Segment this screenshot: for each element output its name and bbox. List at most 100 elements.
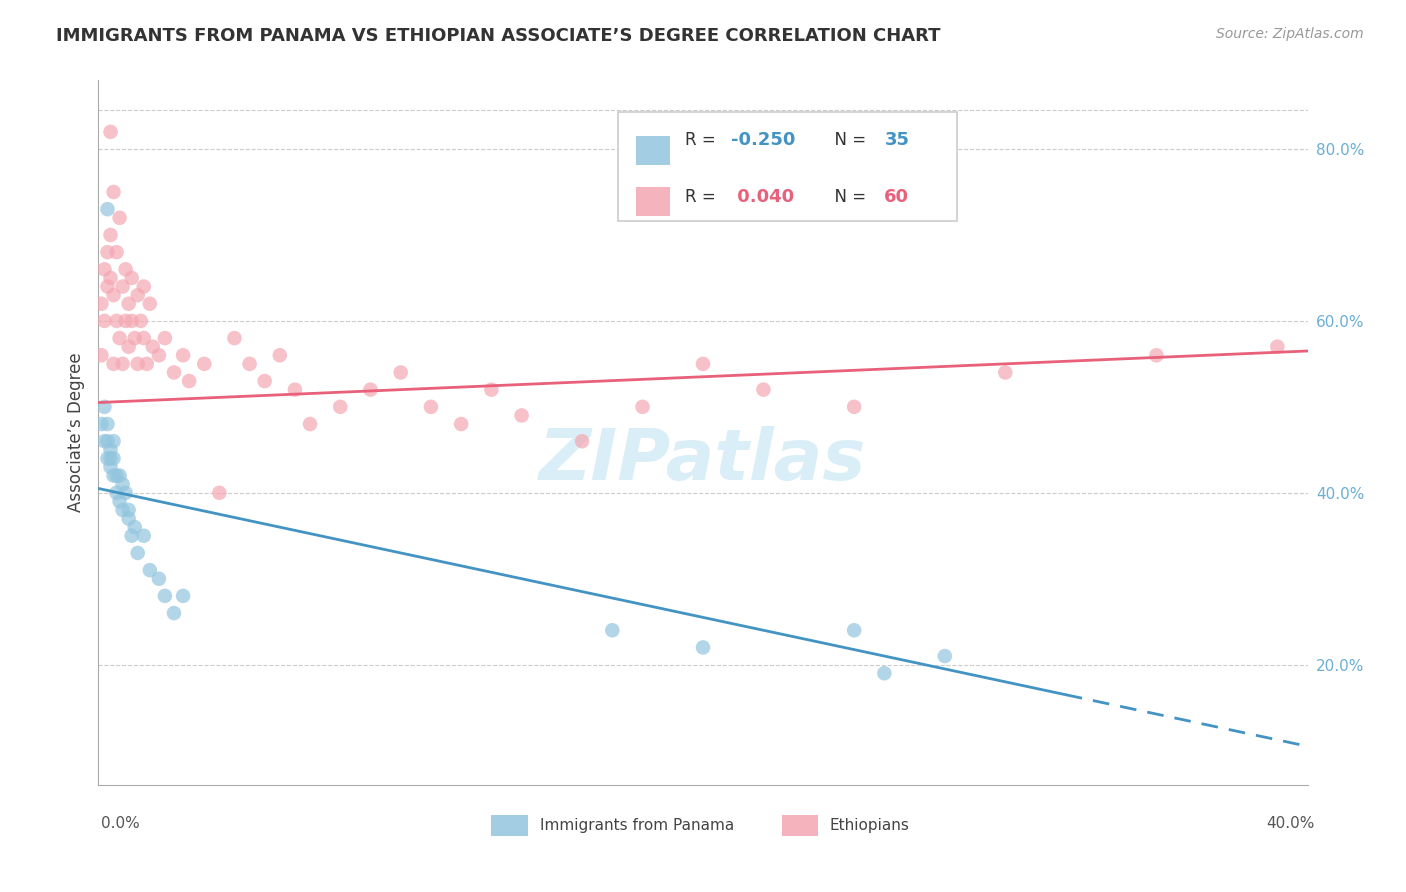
Point (100, 227, 122, 242)
Point (103, 185, 125, 199)
Point (124, 331, 146, 345)
Point (103, 468, 125, 483)
Point (1144, 348, 1167, 362)
Point (132, 331, 155, 345)
Point (360, 383, 382, 397)
Point (135, 357, 157, 371)
Point (118, 296, 141, 310)
Point (127, 357, 149, 371)
Point (118, 340, 141, 354)
Point (105, 314, 128, 328)
Point (105, 485, 128, 500)
Text: Immigrants from Panama: Immigrants from Panama (540, 818, 734, 833)
Point (844, 400, 866, 414)
Point (108, 468, 131, 483)
Point (148, 348, 170, 362)
Point (114, 314, 136, 328)
Point (111, 279, 134, 293)
Point (239, 357, 262, 371)
FancyBboxPatch shape (637, 186, 671, 216)
Point (127, 288, 149, 302)
Text: R =: R = (685, 187, 721, 205)
Point (420, 400, 443, 414)
FancyBboxPatch shape (492, 815, 527, 837)
Point (121, 271, 143, 285)
Point (118, 511, 141, 525)
Point (142, 340, 165, 354)
Text: 0.0%: 0.0% (101, 816, 141, 831)
Point (96, 434, 118, 449)
Point (111, 503, 134, 517)
Point (571, 434, 593, 449)
Point (253, 374, 276, 388)
Point (121, 529, 143, 543)
FancyBboxPatch shape (637, 136, 671, 165)
Point (934, 648, 956, 663)
Point (208, 485, 231, 500)
Point (103, 288, 125, 302)
Point (172, 589, 194, 603)
Text: N =: N = (824, 187, 872, 205)
Point (105, 245, 128, 260)
Point (1267, 340, 1289, 354)
Point (510, 409, 533, 423)
Text: ZIPatlas: ZIPatlas (540, 426, 866, 495)
Point (100, 442, 122, 457)
Point (96, 417, 118, 431)
Text: IMMIGRANTS FROM PANAMA VS ETHIOPIAN ASSOCIATE’S DEGREE CORRELATION CHART: IMMIGRANTS FROM PANAMA VS ETHIOPIAN ASSO… (56, 27, 941, 45)
Point (179, 374, 201, 388)
Point (752, 383, 775, 397)
Point (103, 434, 125, 449)
Point (108, 494, 131, 508)
Point (114, 262, 136, 277)
Point (139, 563, 162, 577)
Point (873, 666, 896, 681)
Point (602, 624, 624, 638)
Point (139, 296, 162, 310)
Point (118, 503, 141, 517)
Point (692, 357, 714, 371)
Point (96, 279, 118, 293)
Text: Source: ZipAtlas.com: Source: ZipAtlas.com (1216, 27, 1364, 41)
Point (96, 451, 118, 466)
Point (121, 314, 143, 328)
Text: 40.0%: 40.0% (1267, 816, 1315, 831)
Point (193, 357, 215, 371)
Text: Ethiopians: Ethiopians (830, 818, 910, 833)
Text: 0.040: 0.040 (731, 187, 794, 205)
Point (994, 366, 1017, 380)
Point (153, 589, 176, 603)
Point (389, 366, 412, 380)
Text: 60: 60 (884, 187, 910, 205)
Point (103, 451, 125, 466)
Point (153, 331, 176, 345)
Point (127, 546, 149, 560)
Point (96, 202, 118, 217)
Point (90, 417, 112, 431)
Point (224, 331, 246, 345)
Point (481, 383, 503, 397)
Point (108, 331, 131, 345)
Point (100, 460, 122, 475)
Point (114, 485, 136, 500)
Point (163, 606, 186, 620)
Point (111, 477, 134, 491)
Point (450, 417, 472, 431)
Point (103, 357, 125, 371)
Point (163, 366, 186, 380)
Point (329, 400, 352, 414)
Text: -0.250: -0.250 (731, 131, 796, 149)
Point (90, 348, 112, 362)
Point (269, 348, 291, 362)
Point (844, 624, 866, 638)
Point (90, 296, 112, 310)
Point (172, 348, 194, 362)
Point (100, 271, 122, 285)
Point (129, 314, 152, 328)
Point (111, 357, 134, 371)
Point (100, 125, 122, 139)
FancyBboxPatch shape (619, 112, 957, 221)
Point (148, 572, 170, 586)
Y-axis label: Associate’s Degree: Associate’s Degree (66, 353, 84, 512)
Point (299, 417, 322, 431)
